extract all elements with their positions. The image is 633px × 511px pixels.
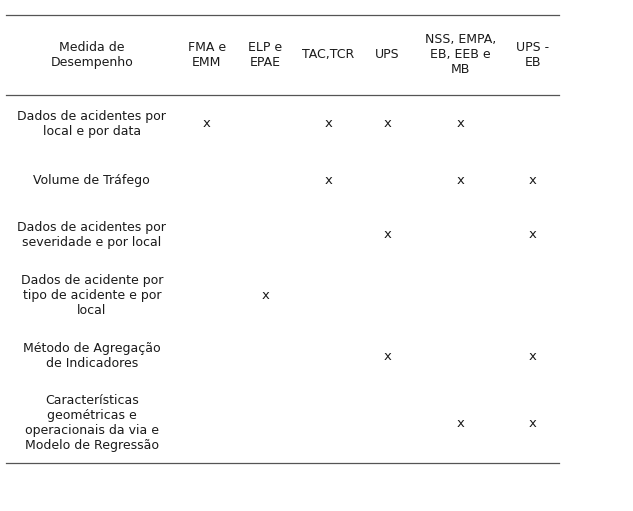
Text: x: x [456, 118, 464, 130]
Text: FMA e
EMM: FMA e EMM [187, 41, 226, 69]
Text: UPS: UPS [375, 49, 399, 61]
Text: x: x [529, 228, 537, 241]
Text: x: x [529, 350, 537, 363]
Text: x: x [324, 174, 332, 187]
Text: x: x [203, 118, 211, 130]
Text: NSS, EMPA,
EB, EEB e
MB: NSS, EMPA, EB, EEB e MB [425, 33, 496, 77]
Text: Volume de Tráfego: Volume de Tráfego [34, 174, 150, 187]
Text: ELP e
EPAE: ELP e EPAE [249, 41, 282, 69]
Text: x: x [384, 228, 391, 241]
Text: Características
geométricas e
operacionais da via e
Modelo de Regressão: Características geométricas e operaciona… [25, 394, 159, 452]
Text: TAC,TCR: TAC,TCR [302, 49, 354, 61]
Text: Método de Agregação
de Indicadores: Método de Agregação de Indicadores [23, 342, 161, 370]
Text: x: x [261, 289, 270, 302]
Text: UPS -
EB: UPS - EB [517, 41, 549, 69]
Text: Medida de
Desempenho: Medida de Desempenho [51, 41, 133, 69]
Text: Dados de acidente por
tipo de acidente e por
local: Dados de acidente por tipo de acidente e… [21, 274, 163, 317]
Text: x: x [324, 118, 332, 130]
Text: x: x [384, 350, 391, 363]
Text: x: x [384, 118, 391, 130]
Text: x: x [529, 174, 537, 187]
Text: x: x [456, 174, 464, 187]
Text: Dados de acidentes por
severidade e por local: Dados de acidentes por severidade e por … [17, 221, 166, 248]
Text: x: x [456, 417, 464, 430]
Text: Dados de acidentes por
local e por data: Dados de acidentes por local e por data [17, 110, 166, 138]
Text: x: x [529, 417, 537, 430]
